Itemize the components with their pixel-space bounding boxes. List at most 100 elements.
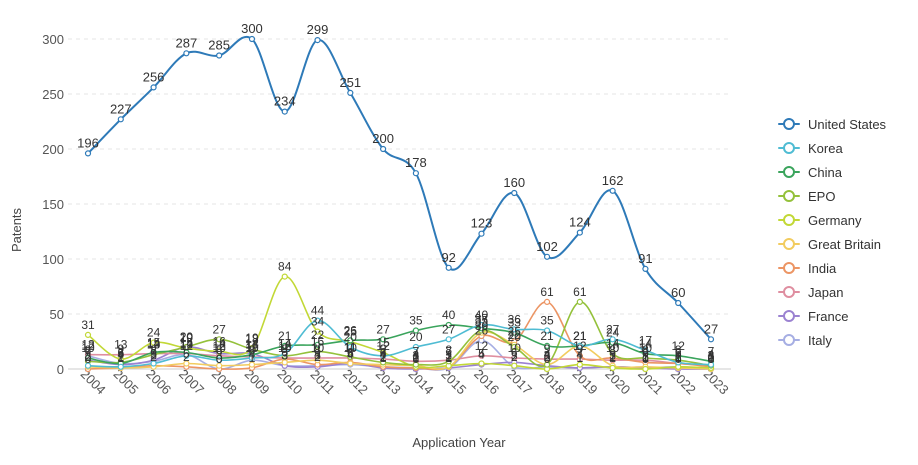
- data-label: 1: [380, 351, 387, 365]
- data-point[interactable]: [478, 230, 485, 237]
- data-point[interactable]: [216, 336, 223, 343]
- legend-item-germany[interactable]: Germany: [778, 208, 913, 232]
- data-point[interactable]: [380, 359, 387, 366]
- data-point[interactable]: [150, 349, 157, 356]
- data-label: 3: [281, 349, 288, 363]
- data-point[interactable]: [609, 364, 616, 371]
- data-point[interactable]: [609, 336, 616, 343]
- data-point[interactable]: [216, 52, 223, 59]
- data-point[interactable]: [117, 116, 124, 123]
- legend-item-korea[interactable]: Korea: [778, 136, 913, 160]
- data-point[interactable]: [281, 342, 288, 349]
- legend-item-italy[interactable]: Italy: [778, 328, 913, 352]
- data-point[interactable]: [314, 328, 321, 335]
- data-point[interactable]: [478, 360, 485, 367]
- data-point[interactable]: [412, 361, 419, 368]
- data-point[interactable]: [314, 357, 321, 364]
- data-point[interactable]: [609, 187, 616, 194]
- data-point[interactable]: [84, 362, 92, 369]
- data-point[interactable]: [380, 352, 387, 359]
- data-point[interactable]: [675, 359, 682, 366]
- data-point[interactable]: [576, 352, 583, 359]
- x-tick-label: 2023: [701, 366, 732, 397]
- data-point[interactable]: [543, 361, 551, 368]
- data-point[interactable]: [347, 353, 354, 360]
- data-point[interactable]: [445, 321, 452, 329]
- data-point[interactable]: [84, 150, 92, 157]
- data-point[interactable]: [511, 362, 518, 369]
- data-point[interactable]: [150, 360, 157, 367]
- data-point[interactable]: [445, 336, 452, 343]
- legend-item-great-britain[interactable]: Great Britain: [778, 232, 913, 256]
- legend-item-epo[interactable]: EPO: [778, 184, 913, 208]
- data-point[interactable]: [707, 361, 715, 368]
- data-point[interactable]: [576, 298, 583, 305]
- data-point[interactable]: [543, 253, 551, 260]
- data-point[interactable]: [576, 342, 583, 349]
- data-point[interactable]: [248, 35, 256, 43]
- data-point[interactable]: [150, 84, 157, 91]
- data-point[interactable]: [347, 360, 354, 367]
- data-label: 2: [642, 350, 649, 364]
- data-point[interactable]: [216, 348, 223, 355]
- data-point[interactable]: [281, 273, 288, 280]
- data-label: 15: [180, 336, 194, 350]
- legend-item-france[interactable]: France: [778, 304, 913, 328]
- data-point[interactable]: [281, 359, 288, 366]
- data-label: 2: [314, 350, 321, 364]
- data-point[interactable]: [576, 229, 583, 236]
- data-point[interactable]: [675, 352, 682, 359]
- data-point[interactable]: [543, 327, 551, 334]
- data-point[interactable]: [183, 352, 190, 359]
- data-point[interactable]: [216, 357, 223, 364]
- data-point[interactable]: [281, 350, 288, 357]
- data-point[interactable]: [478, 321, 485, 329]
- data-point[interactable]: [412, 327, 419, 334]
- data-point[interactable]: [380, 145, 387, 153]
- data-point[interactable]: [445, 264, 452, 271]
- data-point[interactable]: [248, 361, 256, 368]
- data-point[interactable]: [511, 189, 518, 197]
- x-tick-label: 2015: [438, 366, 469, 397]
- data-point[interactable]: [511, 343, 518, 351]
- data-point[interactable]: [150, 339, 157, 346]
- data-point[interactable]: [543, 342, 551, 349]
- data-point[interactable]: [314, 341, 321, 348]
- data-point[interactable]: [511, 354, 518, 362]
- data-label: 8: [642, 343, 649, 357]
- data-point[interactable]: [675, 299, 682, 307]
- data-label: 9: [544, 342, 551, 356]
- data-point[interactable]: [642, 265, 649, 272]
- x-tick-label: 2005: [110, 366, 141, 397]
- legend-item-china[interactable]: China: [778, 160, 913, 184]
- data-point[interactable]: [183, 50, 190, 57]
- data-point[interactable]: [84, 331, 92, 338]
- data-point[interactable]: [314, 348, 321, 355]
- data-point[interactable]: [478, 352, 485, 359]
- data-point[interactable]: [412, 343, 419, 351]
- data-point[interactable]: [511, 326, 518, 333]
- data-point[interactable]: [445, 358, 452, 365]
- data-point[interactable]: [576, 361, 583, 368]
- legend-item-india[interactable]: India: [778, 256, 913, 280]
- data-point[interactable]: [609, 350, 616, 357]
- data-point[interactable]: [281, 108, 288, 115]
- data-point[interactable]: [380, 336, 387, 343]
- data-label: 40: [442, 308, 456, 322]
- data-point[interactable]: [642, 365, 649, 373]
- data-point[interactable]: [248, 354, 256, 362]
- legend-item-japan[interactable]: Japan: [778, 280, 913, 304]
- data-point[interactable]: [347, 343, 354, 351]
- data-point[interactable]: [347, 89, 354, 97]
- data-point[interactable]: [314, 317, 321, 324]
- data-point[interactable]: [543, 298, 551, 305]
- data-point[interactable]: [314, 36, 321, 44]
- data-point[interactable]: [84, 354, 92, 362]
- data-point[interactable]: [183, 360, 190, 367]
- data-point[interactable]: [117, 363, 124, 370]
- data-point[interactable]: [412, 170, 419, 177]
- data-point[interactable]: [642, 347, 649, 354]
- legend-item-united-states[interactable]: United States: [778, 112, 913, 136]
- data-point[interactable]: [347, 337, 354, 344]
- data-point[interactable]: [707, 336, 715, 343]
